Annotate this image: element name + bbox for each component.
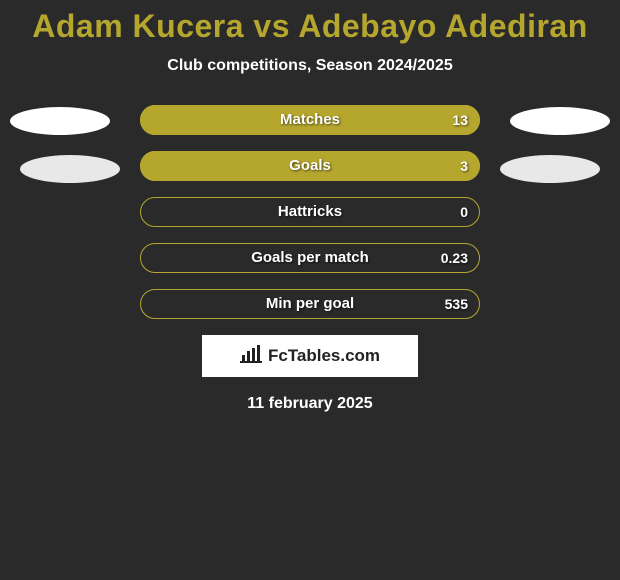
stat-row: Hattricks 0 bbox=[140, 197, 480, 227]
stats-area: Matches 13 Goals 3 Hattricks 0 Goals per… bbox=[0, 105, 620, 413]
stat-value: 3 bbox=[460, 151, 468, 181]
subtitle: Club competitions, Season 2024/2025 bbox=[0, 57, 620, 75]
stat-value: 0 bbox=[460, 197, 468, 227]
stat-label: Matches bbox=[140, 105, 480, 135]
logo-box[interactable]: FcTables.com bbox=[202, 335, 418, 377]
player-left-badge-1 bbox=[10, 107, 110, 135]
stat-row: Goals 3 bbox=[140, 151, 480, 181]
logo-text: FcTables.com bbox=[268, 346, 380, 366]
stat-value: 0.23 bbox=[441, 243, 468, 273]
stat-row: Min per goal 535 bbox=[140, 289, 480, 319]
stat-label: Min per goal bbox=[140, 289, 480, 319]
page-title: Adam Kucera vs Adebayo Adediran bbox=[0, 8, 620, 45]
stat-label: Hattricks bbox=[140, 197, 480, 227]
stat-label: Goals bbox=[140, 151, 480, 181]
stat-value: 535 bbox=[445, 289, 468, 319]
bar-chart-icon bbox=[240, 345, 262, 368]
stat-row: Matches 13 bbox=[140, 105, 480, 135]
stat-bars: Matches 13 Goals 3 Hattricks 0 Goals per… bbox=[140, 105, 480, 319]
player-left-badge-2 bbox=[20, 155, 120, 183]
player-right-badge-2 bbox=[500, 155, 600, 183]
date-label: 11 february 2025 bbox=[0, 395, 620, 413]
stat-label: Goals per match bbox=[140, 243, 480, 273]
stat-value: 13 bbox=[452, 105, 468, 135]
stat-row: Goals per match 0.23 bbox=[140, 243, 480, 273]
player-right-badge-1 bbox=[510, 107, 610, 135]
comparison-widget: Adam Kucera vs Adebayo Adediran Club com… bbox=[0, 0, 620, 413]
